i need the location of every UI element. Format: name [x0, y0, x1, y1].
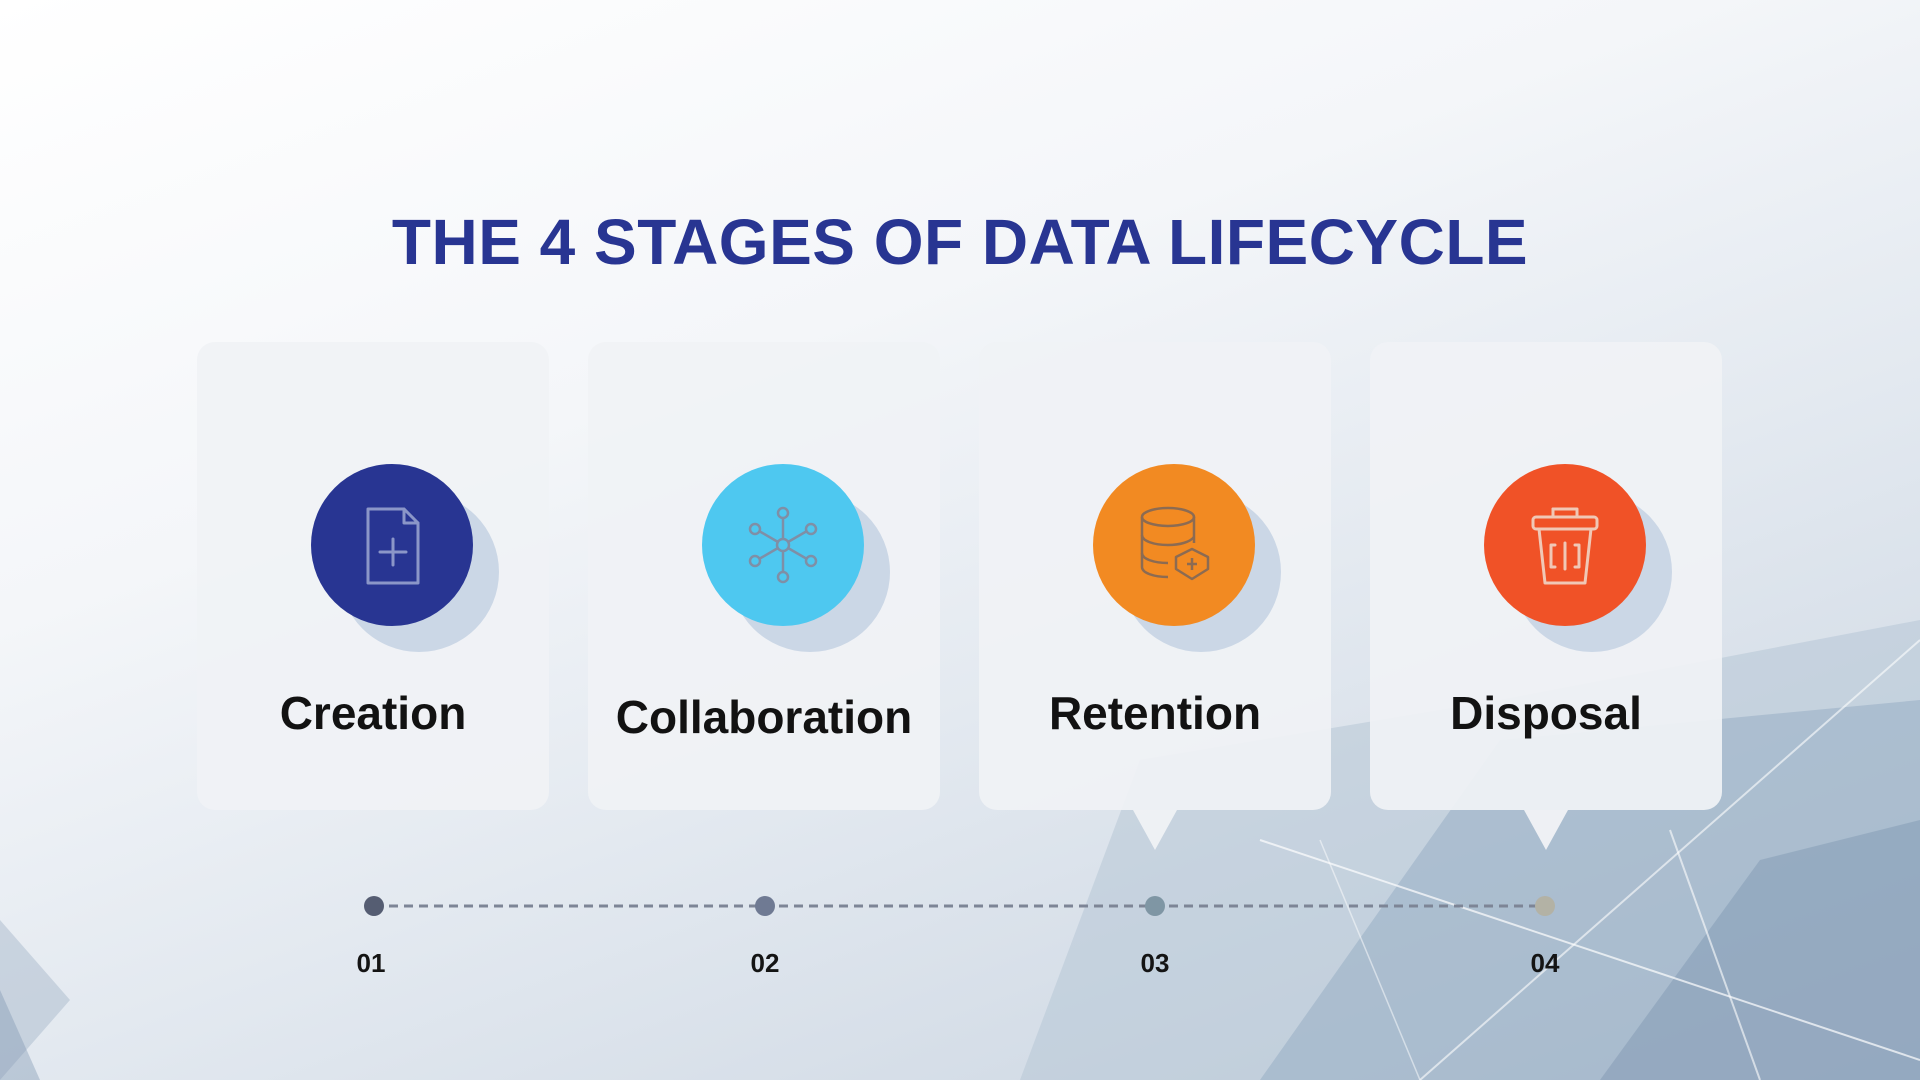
stage-label: Creation [279, 687, 467, 739]
stage-label: Collaboration [615, 691, 913, 743]
stage-card-retention: Retention [979, 342, 1331, 850]
stage-card-disposal: Disposal [1370, 342, 1722, 850]
page-title: THE 4 STAGES OF DATA LIFECYCLE [391, 206, 1529, 278]
add-file-icon [311, 464, 473, 626]
trash-bin-icon [1484, 464, 1646, 626]
stage-icon-badge [311, 464, 501, 654]
stage-number: 01 [356, 948, 386, 978]
stage-number: 02 [750, 948, 780, 978]
network-hub-icon [702, 464, 864, 626]
database-shield-icon [1093, 464, 1255, 626]
stage-number: 04 [1530, 948, 1560, 978]
stage-number: 03 [1140, 948, 1170, 978]
stage-card-creation: Creation [197, 342, 549, 810]
stage-icon-badge [1484, 464, 1674, 654]
stage-card-collaboration: Collaboration [588, 342, 940, 810]
stage-label: Disposal [1450, 687, 1642, 739]
stage-label: Retention [1048, 687, 1262, 739]
stage-icon-badge [1093, 464, 1283, 654]
stage-icon-badge [702, 464, 892, 654]
